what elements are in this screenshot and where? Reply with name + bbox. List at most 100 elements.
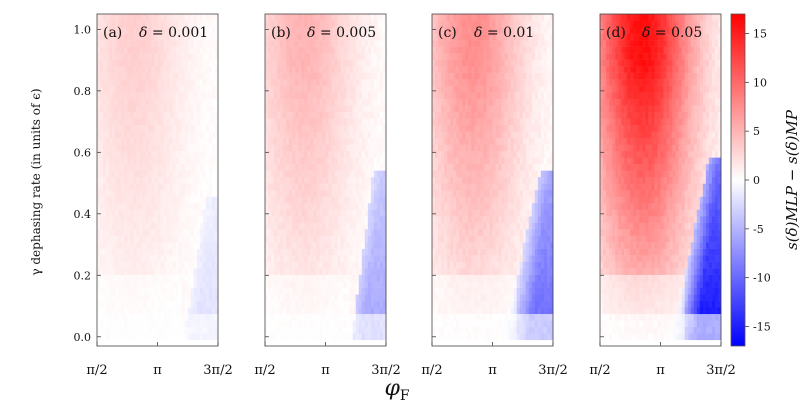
heatmap-cell — [121, 137, 125, 145]
heatmap-cell — [280, 33, 284, 41]
heatmap-cell — [322, 111, 326, 119]
heatmap-cell — [181, 176, 185, 184]
heatmap-cell — [190, 150, 195, 158]
heatmap-cell — [268, 137, 272, 145]
heatmap-cell — [331, 118, 335, 126]
heatmap-cell — [286, 294, 290, 301]
heatmap-cell — [367, 46, 372, 54]
heatmap-cell — [474, 255, 478, 262]
heatmap-cell — [184, 150, 188, 158]
heatmap-cell — [265, 98, 269, 106]
heatmap-cell — [133, 98, 137, 106]
heatmap-cell — [277, 248, 281, 256]
heatmap-cell — [202, 209, 207, 217]
heatmap-cell — [370, 20, 375, 28]
heatmap-cell — [139, 196, 143, 204]
heatmap-cell — [286, 72, 290, 80]
heatmap-cell — [346, 137, 350, 145]
heatmap-cell — [450, 326, 454, 334]
heatmap-cell — [310, 20, 314, 28]
heatmap-cell — [295, 222, 299, 230]
heatmap-cell — [301, 157, 305, 165]
heatmap-cell — [151, 40, 155, 47]
heatmap-cell — [543, 294, 548, 301]
heatmap-cell — [277, 333, 281, 341]
heatmap-cell — [190, 248, 195, 256]
heatmap-cell — [340, 189, 344, 197]
heatmap-cell — [477, 189, 481, 197]
heatmap-cell — [142, 170, 146, 178]
heatmap-cell — [471, 248, 475, 256]
heatmap-cell — [355, 313, 360, 321]
heatmap-cell — [438, 202, 442, 210]
heatmap-cell — [124, 183, 128, 191]
heatmap-cell — [358, 261, 363, 269]
heatmap-cell — [187, 222, 192, 230]
heatmap-cell — [193, 137, 198, 145]
heatmap-cell — [349, 209, 353, 217]
heatmap-cell — [528, 268, 533, 275]
heatmap-cell — [151, 255, 155, 262]
heatmap-cell — [349, 183, 353, 191]
heatmap-cell — [498, 300, 502, 308]
heatmap-cell — [166, 46, 170, 54]
heatmap-cell — [184, 281, 188, 288]
heatmap-cell — [286, 118, 290, 126]
heatmap-cell — [286, 111, 290, 119]
heatmap-cell — [331, 46, 335, 54]
heatmap-cell — [531, 242, 536, 249]
heatmap-cell — [483, 183, 487, 191]
heatmap-cell — [441, 242, 445, 249]
heatmap-cell — [178, 294, 182, 301]
heatmap-cell — [169, 281, 173, 288]
heatmap-cell — [534, 235, 539, 243]
heatmap-cell — [459, 320, 463, 328]
heatmap-cell — [151, 248, 155, 256]
heatmap-cell — [283, 98, 287, 106]
heatmap-cell — [373, 98, 378, 106]
heatmap-cell — [370, 111, 375, 119]
heatmap-cell — [139, 111, 143, 119]
heatmap-cell — [157, 118, 161, 126]
heatmap-cell — [307, 202, 311, 210]
heatmap-cell — [304, 20, 308, 28]
heatmap-cell — [382, 27, 387, 34]
heatmap-cell — [337, 209, 341, 217]
heatmap-cell — [507, 255, 511, 262]
heatmap-cell — [319, 92, 323, 99]
heatmap-cell — [139, 85, 143, 93]
heatmap-cell — [211, 105, 216, 113]
heatmap-cell — [157, 150, 161, 158]
heatmap-cell — [127, 326, 131, 334]
heatmap-cell — [280, 53, 284, 60]
heatmap-cell — [322, 242, 326, 249]
heatmap-cell — [331, 92, 335, 99]
heatmap-cell — [346, 202, 350, 210]
heatmap-cell — [127, 287, 131, 295]
heatmap-cell — [178, 307, 182, 315]
heatmap-cell — [277, 131, 281, 139]
heatmap-cell — [118, 170, 122, 178]
heatmap-cell — [337, 40, 341, 47]
heatmap-cell — [313, 144, 317, 152]
heatmap-cell — [298, 150, 302, 158]
heatmap-cell — [157, 33, 161, 41]
heatmap-cell — [118, 222, 122, 230]
heatmap-cell — [130, 105, 134, 113]
heatmap-cell — [477, 248, 481, 256]
heatmap-cell — [340, 157, 344, 165]
heatmap-cell — [283, 216, 287, 223]
heatmap-cell — [169, 294, 173, 301]
heatmap-cell — [361, 79, 366, 86]
heatmap-cell — [136, 85, 140, 93]
heatmap-cell — [286, 176, 290, 184]
heatmap-cell — [211, 85, 216, 93]
heatmap-cell — [334, 326, 338, 334]
heatmap-cell — [214, 98, 219, 106]
heatmap-cell — [142, 320, 146, 328]
heatmap-cell — [100, 118, 104, 126]
heatmap-cell — [202, 150, 207, 158]
heatmap-cell — [349, 307, 353, 315]
heatmap-cell — [331, 294, 335, 301]
heatmap-cell — [438, 274, 442, 282]
